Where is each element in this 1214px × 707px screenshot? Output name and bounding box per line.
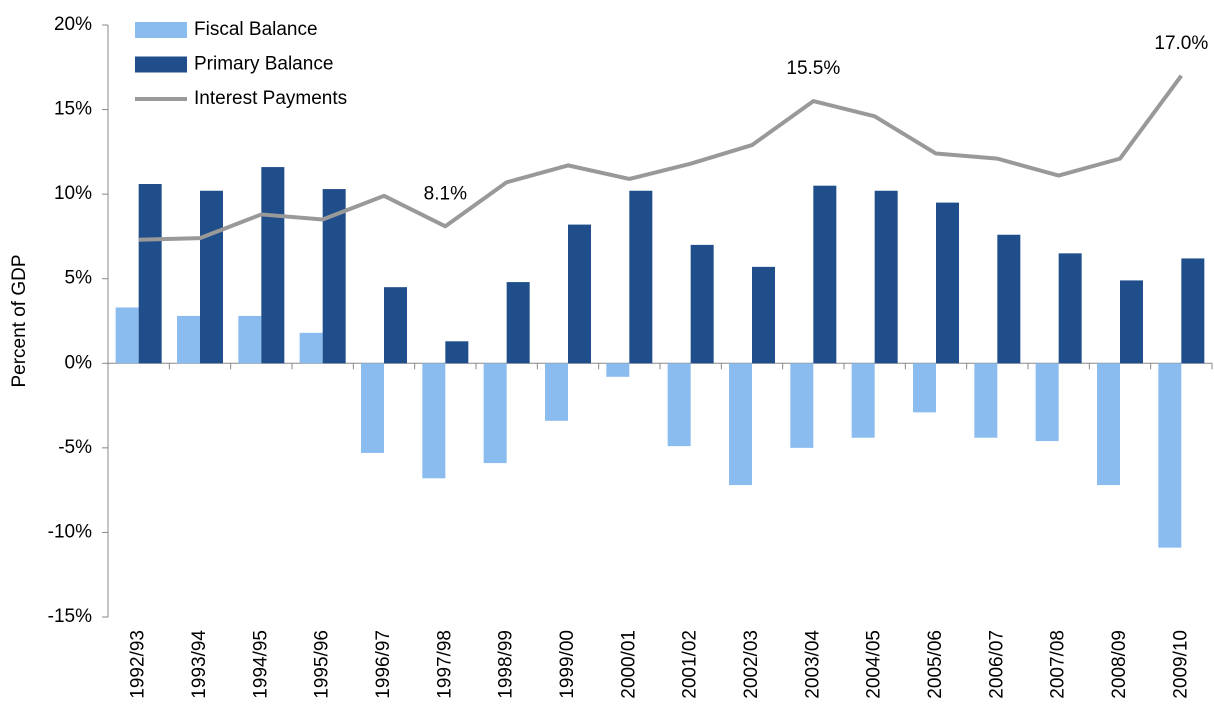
bar	[752, 266, 775, 364]
x-tick-label: 1996/97	[373, 630, 394, 699]
x-tick-label: 2004/05	[864, 630, 885, 699]
x-tick-label: 1998/99	[496, 630, 517, 699]
bar	[115, 307, 139, 364]
bar	[545, 363, 568, 421]
bar	[299, 332, 323, 364]
line	[138, 74, 1183, 242]
bar	[1120, 280, 1143, 364]
data-label: 8.1%	[424, 183, 467, 204]
bar	[997, 234, 1021, 364]
bar	[913, 363, 936, 413]
bar	[261, 167, 285, 364]
data-label: 15.5%	[786, 58, 840, 79]
x-tick-label: 2007/08	[1048, 630, 1069, 699]
bar	[568, 224, 591, 364]
bar	[606, 363, 630, 377]
y-tick-label: 0%	[65, 352, 93, 373]
x-tick-label: 2000/01	[618, 630, 639, 699]
x-tick-label: 2006/07	[986, 630, 1007, 699]
bar	[874, 190, 898, 364]
legend-label: Fiscal Balance	[194, 19, 318, 40]
bar	[936, 202, 959, 364]
x-tick-label: 1995/96	[312, 630, 333, 699]
x-tick-label: 1992/93	[128, 630, 149, 699]
x-tick-label: 1993/94	[189, 630, 210, 699]
legend-label: Interest Payments	[194, 88, 347, 109]
y-tick-label: 10%	[54, 183, 92, 204]
bar	[445, 341, 469, 364]
bar	[1181, 258, 1205, 364]
bar	[1035, 363, 1059, 442]
bar	[1158, 363, 1182, 548]
bar	[667, 363, 691, 447]
x-tick-label: 2009/10	[1170, 630, 1191, 699]
data-label: 17.0%	[1154, 33, 1208, 54]
bar	[1058, 253, 1082, 364]
x-tick-label: 2008/09	[1109, 630, 1130, 699]
legend-swatch	[135, 22, 187, 38]
x-tick-label: 2003/04	[802, 630, 823, 699]
bar	[422, 363, 446, 479]
bar	[483, 363, 507, 464]
x-tick-label: 2002/03	[741, 630, 762, 699]
y-tick-label: 15%	[54, 99, 92, 120]
bar	[629, 190, 653, 364]
bar	[851, 363, 875, 438]
bar	[138, 183, 162, 364]
bar	[200, 190, 223, 364]
bar	[974, 363, 998, 438]
y-tick-label: 20%	[54, 14, 92, 35]
y-tick-label: -10%	[48, 521, 92, 542]
bar	[322, 189, 346, 364]
legend-swatch	[135, 56, 187, 73]
x-tick-label: 1999/00	[557, 630, 578, 699]
x-tick-label: 2005/06	[925, 630, 946, 699]
bar	[506, 282, 530, 364]
x-tick-label: 1994/95	[250, 630, 271, 699]
y-tick-label: -5%	[58, 437, 92, 458]
bar	[690, 244, 714, 364]
y-tick-label: 5%	[65, 268, 93, 289]
bar	[813, 185, 837, 364]
y-tick-label: -15%	[48, 606, 92, 627]
legend-label: Primary Balance	[194, 54, 333, 75]
bar	[238, 315, 262, 364]
bar	[1097, 363, 1120, 486]
bar	[790, 363, 814, 448]
bar	[177, 315, 200, 364]
bar	[729, 363, 752, 486]
bar	[361, 363, 384, 453]
y-axis-label: Percent of GDP	[9, 254, 30, 387]
x-tick-label: 1997/98	[434, 630, 455, 699]
x-tick-label: 2001/02	[680, 630, 701, 699]
bar	[384, 287, 407, 364]
